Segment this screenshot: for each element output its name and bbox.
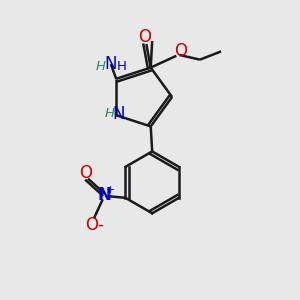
Text: H: H xyxy=(105,107,115,120)
Text: H: H xyxy=(116,60,126,73)
Text: N: N xyxy=(105,55,117,73)
Text: -: - xyxy=(98,216,103,234)
Text: +: + xyxy=(105,185,115,195)
Text: O: O xyxy=(79,164,92,182)
Text: O: O xyxy=(138,28,151,46)
Text: O: O xyxy=(175,42,188,60)
Text: N: N xyxy=(113,105,125,123)
Text: N: N xyxy=(97,187,111,205)
Text: O: O xyxy=(85,216,98,234)
Text: H: H xyxy=(96,60,106,73)
